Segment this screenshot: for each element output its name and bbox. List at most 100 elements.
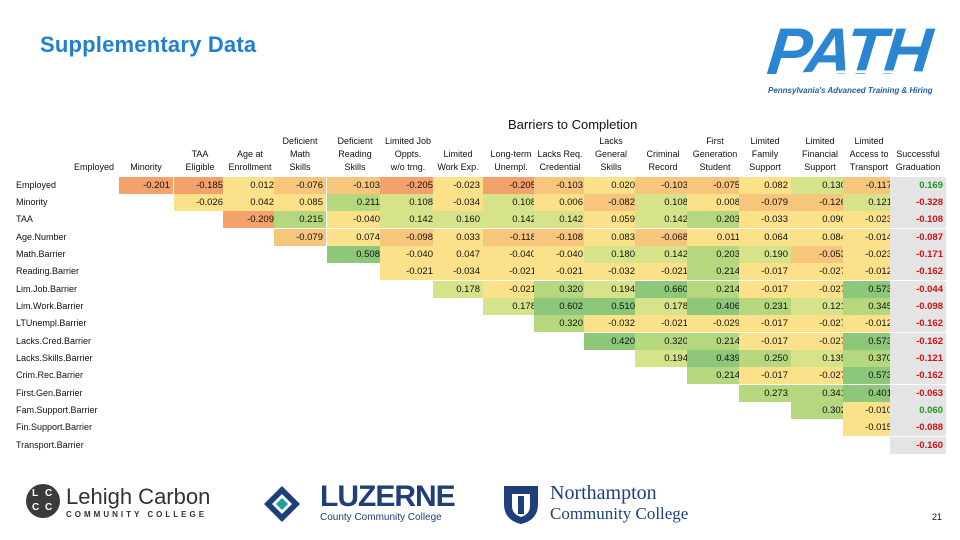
correlation-cell: 0.006 bbox=[534, 194, 586, 211]
correlation-cell: -0.017 bbox=[739, 367, 791, 384]
correlation-cell: 0.108 bbox=[635, 194, 691, 211]
correlation-cell: 0.135 bbox=[791, 350, 849, 367]
correlation-cell: -0.017 bbox=[739, 281, 791, 298]
correlation-cell: -0.032 bbox=[584, 315, 638, 332]
graduation-cell: -0.121 bbox=[890, 350, 946, 367]
path-logo-tagline: Pennsylvania's Advanced Training & Hirin… bbox=[768, 86, 933, 95]
correlation-cell: -0.027 bbox=[791, 315, 849, 332]
column-header: Limited Work Exp. bbox=[437, 149, 479, 172]
page-title: Supplementary Data bbox=[40, 32, 257, 57]
correlation-cell: 0.573 bbox=[843, 367, 895, 384]
correlation-cell: 0.142 bbox=[380, 211, 436, 228]
correlation-cell: 0.178 bbox=[483, 298, 539, 315]
correlation-cell: -0.201 bbox=[119, 177, 173, 194]
column-header: Deficient Reading Skills bbox=[337, 136, 373, 172]
correlation-cell: -0.118 bbox=[483, 229, 539, 246]
correlation-cell: 0.082 bbox=[739, 177, 791, 194]
correlation-cell: -0.040 bbox=[483, 246, 539, 263]
correlation-cell: 0.345 bbox=[843, 298, 895, 315]
luzerne-logo: LUZERNE County Community College bbox=[262, 480, 456, 524]
graduation-cell: -0.162 bbox=[890, 263, 946, 280]
correlation-cell: 0.370 bbox=[843, 350, 895, 367]
correlation-cell: 0.083 bbox=[584, 229, 638, 246]
correlation-cell: 0.108 bbox=[380, 194, 436, 211]
correlation-cell: -0.017 bbox=[739, 263, 791, 280]
correlation-cell: 0.573 bbox=[843, 333, 895, 350]
column-header: First Generation Student bbox=[692, 136, 738, 172]
correlation-cell: 0.194 bbox=[584, 281, 638, 298]
correlation-cell: 0.214 bbox=[687, 333, 743, 350]
correlation-cell: -0.040 bbox=[380, 246, 436, 263]
correlation-cell: 0.203 bbox=[687, 211, 743, 228]
correlation-cell: 0.084 bbox=[791, 229, 849, 246]
correlation-cell: -0.209 bbox=[223, 211, 277, 228]
correlation-cell: -0.040 bbox=[327, 211, 383, 228]
correlation-cell: 0.250 bbox=[739, 350, 791, 367]
correlation-cell: -0.021 bbox=[380, 263, 436, 280]
correlation-cell: -0.033 bbox=[739, 211, 791, 228]
correlation-cell: 0.420 bbox=[584, 333, 638, 350]
correlation-cell: -0.021 bbox=[483, 263, 539, 280]
graduation-cell: -0.162 bbox=[890, 367, 946, 384]
correlation-cell: 0.660 bbox=[635, 281, 691, 298]
correlation-cell: 0.090 bbox=[791, 211, 849, 228]
correlation-cell: 0.042 bbox=[223, 194, 277, 211]
correlation-cell: 0.190 bbox=[739, 246, 791, 263]
correlation-cell: 0.320 bbox=[635, 333, 691, 350]
correlation-cell: 0.121 bbox=[843, 194, 895, 211]
row-label: Lim.Job.Barrier bbox=[16, 284, 78, 294]
lehigh-sub: COMMUNITY COLLEGE bbox=[66, 510, 208, 519]
column-header: Limited Access to Transport bbox=[849, 136, 889, 172]
column-header: Lacks General Skills bbox=[594, 136, 628, 172]
correlation-cell: 0.320 bbox=[534, 315, 586, 332]
correlation-cell: 0.008 bbox=[687, 194, 743, 211]
correlation-cell: -0.103 bbox=[327, 177, 383, 194]
column-header: Employed bbox=[73, 162, 115, 172]
correlation-cell: -0.027 bbox=[791, 263, 849, 280]
correlation-cell: 0.320 bbox=[534, 281, 586, 298]
correlation-cell: 0.573 bbox=[843, 281, 895, 298]
row-label: TAA bbox=[16, 214, 33, 224]
correlation-cell: 0.231 bbox=[739, 298, 791, 315]
column-header: Deficient Math Skills bbox=[282, 136, 318, 172]
correlation-cell: -0.023 bbox=[843, 246, 895, 263]
northampton-mark-icon bbox=[504, 486, 538, 524]
graduation-cell: 0.060 bbox=[890, 402, 946, 419]
correlation-cell: 0.211 bbox=[327, 194, 383, 211]
correlation-cell: -0.021 bbox=[483, 281, 539, 298]
row-label: Lacks.Cred.Barrier bbox=[16, 336, 92, 346]
correlation-cell: 0.194 bbox=[635, 350, 691, 367]
graduation-cell: -0.162 bbox=[890, 315, 946, 332]
graduation-cell: -0.160 bbox=[890, 437, 946, 454]
correlation-cell: 0.142 bbox=[534, 211, 586, 228]
correlation-cell: 0.142 bbox=[635, 211, 691, 228]
correlation-cell: 0.020 bbox=[584, 177, 638, 194]
correlation-cell: 0.406 bbox=[687, 298, 743, 315]
correlation-cell: 0.439 bbox=[687, 350, 743, 367]
correlation-cell: -0.103 bbox=[635, 177, 691, 194]
column-header: Age at Enrollment bbox=[228, 149, 272, 172]
correlation-cell: 0.178 bbox=[635, 298, 691, 315]
row-label: Employed bbox=[16, 180, 57, 190]
northampton-name: Northampton bbox=[550, 482, 657, 504]
correlation-cell: 0.033 bbox=[433, 229, 483, 246]
correlation-cell: -0.027 bbox=[791, 281, 849, 298]
row-label: LTUnempl.Barrier bbox=[16, 318, 87, 328]
correlation-cell: 0.160 bbox=[433, 211, 483, 228]
correlation-cell: -0.126 bbox=[791, 194, 849, 211]
correlation-cell: 0.273 bbox=[739, 385, 791, 402]
correlation-cell: 0.178 bbox=[433, 281, 483, 298]
correlation-cell: -0.185 bbox=[174, 177, 226, 194]
correlation-cell: 0.142 bbox=[483, 211, 539, 228]
column-header: Limited Family Support bbox=[749, 136, 781, 172]
column-header: Lacks Req. Credential bbox=[537, 149, 583, 172]
swoosh-graphic bbox=[768, 70, 944, 80]
column-header: Long-term Unempl. bbox=[490, 149, 532, 172]
northampton-logo: Northampton Community College bbox=[498, 480, 698, 526]
graduation-cell: -0.098 bbox=[890, 298, 946, 315]
row-label: Fam.Support.Barrier bbox=[16, 405, 98, 415]
graduation-cell: -0.162 bbox=[890, 333, 946, 350]
correlation-cell: -0.021 bbox=[534, 263, 586, 280]
